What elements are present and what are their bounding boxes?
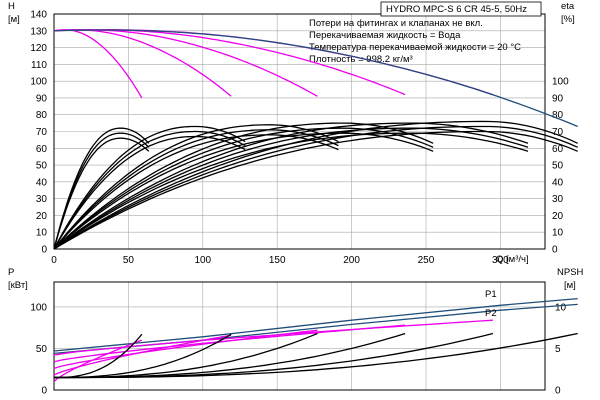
power-pump-curve-2 [53,334,232,376]
eta-curve-3-sub1 [53,129,339,250]
flow-tick-150: 150 [269,255,286,266]
head-tick-40: 40 [36,177,48,188]
note-4: Плотность = 998.2 кг/м³ [309,54,413,65]
top-ticks: 0 10 20 30 40 50 60 70 80 90 100 110 120 130 140 0 10 20 3… [30,10,569,267]
head-axis-unit: [м] [8,14,20,25]
eta-tick-0: 0 [552,245,558,256]
legend-p1: P1 [485,289,497,300]
note-3: Температура перекачиваемой жидкости = 20… [309,42,521,53]
eta-curve-1-sub1 [53,132,150,250]
npsh-axis-unit: [м] [564,280,576,291]
power-tick-50: 50 [36,344,48,355]
eta-curve-6-sub2 [53,130,578,250]
power-pump-curve-5 [53,319,493,356]
eta-curve-2 [53,125,246,250]
head-tick-140: 140 [30,10,47,21]
eta-tick-50: 50 [552,161,564,172]
flow-tick-200: 200 [343,255,360,266]
bottom-series [53,297,578,383]
power-tick-100: 100 [30,302,47,313]
power-pump-curve-4 [53,324,406,363]
head-tick-80: 80 [36,110,48,121]
title-box [380,1,542,17]
eta-tick-30: 30 [552,194,564,205]
power-axis-unit: [кВт] [8,280,28,291]
npsh-tick-0: 0 [555,386,561,397]
eta-tick-100: 100 [552,77,569,88]
head-tick-120: 120 [30,43,47,54]
bottom-ticks: 0 50 100 0 5 10 [30,302,566,396]
bottom-plot-frame [53,281,546,391]
eta-curve-1-sub2 [53,137,150,250]
head-tick-70: 70 [36,127,48,138]
npsh-curve-6 [54,332,578,379]
head-tick-50: 50 [36,161,48,172]
top-series [53,29,578,250]
head-tick-60: 60 [36,144,48,155]
head-envelope-curve [53,29,578,128]
flow-tick-50: 50 [123,255,135,266]
legend-p2: P2 [485,308,497,319]
flow-tick-300: 300 [492,255,509,266]
power-pump-curve-1 [53,339,143,383]
flow-tick-250: 250 [418,255,435,266]
eta-curve-6-sub1 [53,125,578,250]
eta-axis-unit: [%] [561,14,575,25]
eta-tick-20: 20 [552,211,564,222]
eta-curve-1 [53,127,150,250]
eta-curve-6 [53,120,578,250]
eta-axis-label: eta [561,1,575,12]
npsh-axis-label: NPSH [557,267,584,278]
eta-tick-40: 40 [552,177,564,188]
head-tick-20: 20 [36,211,48,222]
top-plot-frame [53,13,546,250]
head-tick-10: 10 [36,228,48,239]
flow-tick-0: 0 [51,255,57,266]
flow-tick-100: 100 [194,255,211,266]
head-curve-2 [53,29,232,97]
power-axis-label: P [8,267,14,278]
note-1: Потери на фитингах и клапанах не вкл. [309,18,483,29]
eta-curve-5-sub1 [53,127,529,250]
eta-tick-10: 10 [552,228,564,239]
eta-curve-4 [53,122,434,250]
eta-curve-2-sub1 [53,130,246,250]
head-tick-0: 0 [41,245,47,256]
power-tick-0: 0 [41,386,47,397]
note-2: Перекачиваемая жидкость = Вода [309,30,461,41]
eta-tick-60: 60 [552,144,564,155]
npsh-curve-4 [54,332,406,379]
flow-axis-label: Q [м³/ч] [496,254,529,265]
head-tick-90: 90 [36,93,48,104]
bottom-panel: P [кВт] NPSH [м] 0 50 100 0 5 10 P1 P2 [8,267,584,397]
npsh-tick-5: 5 [555,344,561,355]
eta-tick-80: 80 [552,110,564,121]
head-tick-110: 110 [31,60,47,71]
head-tick-130: 130 [30,26,47,37]
eta-curve-5 [53,122,529,250]
chart-title: HYDRO MPC-S 6 CR 45-5, 50Hz [386,4,527,15]
eta-curve-2-sub2 [53,135,246,250]
eta-tick-70: 70 [552,127,564,138]
head-tick-100: 100 [30,77,47,88]
top-panel: H [м] eta [%] Q [м³/ч] HYDRO MPC-S 6 CR … [8,1,578,266]
npsh-tick-10: 10 [555,302,567,313]
bottom-grid [53,282,545,391]
head-axis-label: H [8,1,15,12]
head-tick-30: 30 [36,194,48,205]
power-curve-p1 [53,297,578,352]
eta-tick-90: 90 [552,93,564,104]
